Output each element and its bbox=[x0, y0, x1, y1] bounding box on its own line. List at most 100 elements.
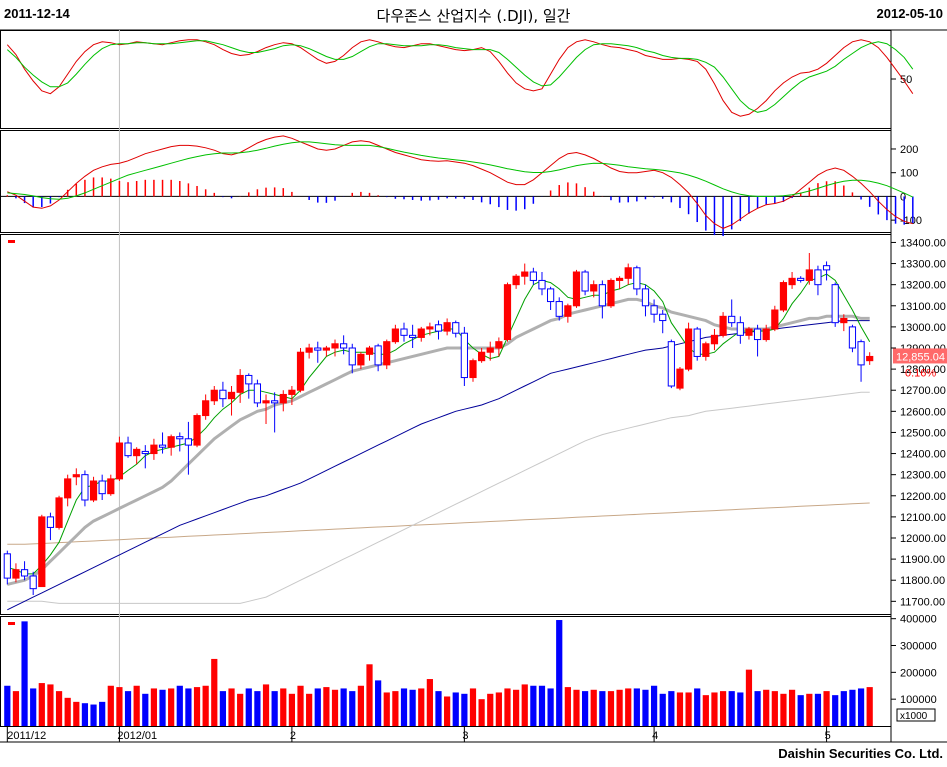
y-tick-label: 13200.00 bbox=[900, 280, 946, 292]
candle bbox=[702, 343, 710, 357]
volume-bar bbox=[530, 685, 537, 726]
volume-bar bbox=[547, 688, 554, 726]
candle bbox=[400, 328, 408, 336]
x-tick-label: 5 bbox=[825, 730, 831, 742]
volume-unit-box bbox=[896, 708, 936, 722]
last-price-box bbox=[893, 348, 947, 364]
candle bbox=[693, 328, 701, 357]
candle bbox=[219, 389, 227, 400]
y-tick-label: 13100.00 bbox=[900, 301, 946, 313]
candle bbox=[245, 374, 253, 385]
x-tick-label: 2012/01 bbox=[117, 730, 157, 742]
candle bbox=[124, 442, 132, 457]
volume-bar bbox=[81, 703, 89, 726]
volume-bar bbox=[745, 669, 753, 726]
y-tick-label: 400000 bbox=[900, 614, 937, 626]
stoch-k-line bbox=[6, 39, 914, 117]
volume-bar bbox=[556, 620, 563, 726]
chart-title: 다우존스 산업지수 (.DJI), 일간 bbox=[376, 7, 571, 25]
candle bbox=[503, 284, 512, 341]
y-tick-label: 12700.00 bbox=[900, 385, 946, 397]
candle bbox=[89, 480, 98, 501]
ma60-line bbox=[7, 320, 870, 611]
volume-bar bbox=[702, 695, 709, 726]
candle bbox=[728, 315, 736, 324]
candle bbox=[29, 575, 37, 590]
volume-bar bbox=[754, 691, 761, 726]
candle bbox=[176, 436, 184, 440]
volume-bar bbox=[383, 692, 390, 726]
volume-bar bbox=[452, 692, 459, 726]
y-tick-label: 12000.00 bbox=[900, 533, 946, 545]
end-date: 2012-05-10 bbox=[876, 6, 944, 21]
candle bbox=[547, 288, 555, 303]
y-tick-label: 12600.00 bbox=[900, 406, 946, 418]
volume-bar bbox=[728, 691, 735, 726]
volume-bar bbox=[668, 691, 675, 726]
volume-bar bbox=[650, 685, 658, 726]
x-tick-label: 3 bbox=[462, 730, 468, 742]
volume-bar bbox=[228, 688, 235, 726]
candle bbox=[348, 347, 356, 366]
candle bbox=[279, 393, 287, 404]
volume-bar bbox=[719, 691, 727, 726]
ma120-line bbox=[7, 391, 870, 604]
chart-header: 2011-12-14 다우존스 산업지수 (.DJI), 일간 2012-05-… bbox=[0, 0, 947, 30]
y-tick-label: 12800.00 bbox=[900, 364, 946, 376]
volume-bar bbox=[202, 685, 209, 726]
volume-bar bbox=[254, 691, 261, 726]
candle bbox=[814, 269, 822, 286]
candle bbox=[495, 341, 503, 349]
stoch-d-line bbox=[6, 40, 914, 113]
candle bbox=[486, 347, 494, 353]
candle bbox=[564, 305, 572, 317]
candle bbox=[55, 497, 63, 528]
volume-bar bbox=[823, 691, 830, 726]
volume-bar bbox=[133, 685, 140, 726]
y-tick-label: -100 bbox=[900, 215, 922, 227]
candle bbox=[150, 444, 158, 455]
volume-unit-label: x1000 bbox=[900, 711, 928, 722]
candle bbox=[443, 322, 451, 332]
candle bbox=[271, 400, 279, 404]
volume-bar bbox=[478, 699, 485, 726]
y-tick-label: 12500.00 bbox=[900, 427, 946, 439]
volume-bar bbox=[271, 691, 278, 726]
x-tick-label: 4 bbox=[652, 730, 658, 742]
y-tick-label: 13000.00 bbox=[900, 322, 946, 334]
volume-bar bbox=[788, 689, 796, 726]
volume-bar bbox=[262, 684, 270, 726]
volume-bar bbox=[633, 688, 640, 726]
volume-bar bbox=[340, 688, 347, 726]
candle bbox=[81, 474, 89, 501]
candle bbox=[598, 284, 606, 307]
volume-bar bbox=[487, 693, 494, 726]
volume-bar bbox=[832, 695, 839, 726]
volume-bar bbox=[297, 685, 304, 726]
x-tick-label: 2011/12 bbox=[7, 730, 46, 742]
candle bbox=[107, 478, 115, 495]
y-tick-label: 12300.00 bbox=[900, 470, 946, 482]
volume-bar bbox=[193, 687, 201, 726]
candle bbox=[38, 516, 46, 588]
candle bbox=[659, 313, 667, 322]
candle bbox=[590, 284, 598, 292]
candle bbox=[736, 322, 744, 336]
candle bbox=[650, 305, 658, 315]
candle bbox=[434, 324, 443, 332]
candle bbox=[365, 347, 374, 355]
candle bbox=[133, 448, 141, 457]
indicator-marker bbox=[8, 240, 15, 243]
volume-bar bbox=[409, 689, 416, 726]
volume-bar bbox=[107, 685, 114, 726]
volume-bar bbox=[866, 687, 873, 726]
volume-bar bbox=[392, 691, 399, 726]
volume-bar bbox=[47, 684, 54, 726]
candle bbox=[227, 391, 236, 400]
candle bbox=[426, 326, 434, 330]
candle bbox=[417, 328, 425, 338]
y-tick-label: 12200.00 bbox=[900, 491, 946, 503]
volume-bar bbox=[849, 689, 856, 726]
candle bbox=[831, 284, 839, 324]
